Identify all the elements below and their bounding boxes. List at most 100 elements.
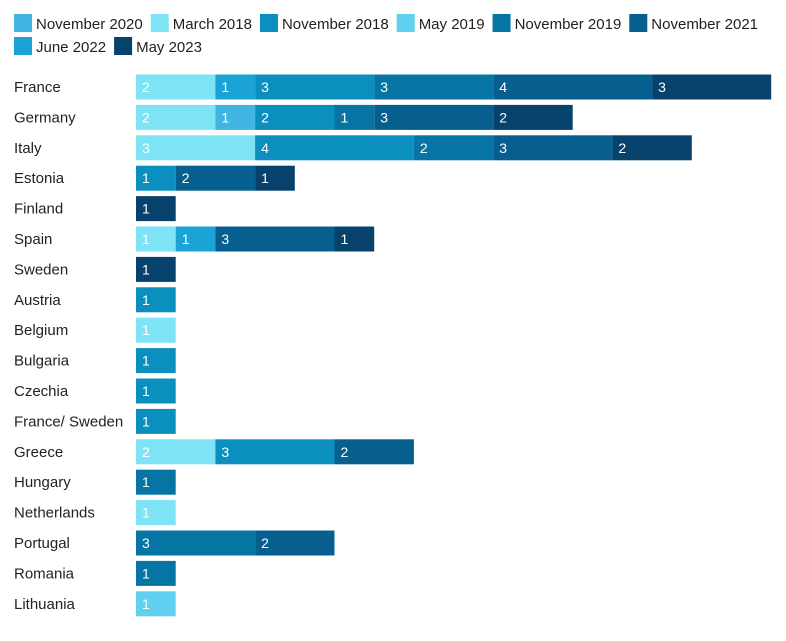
legend-swatch-march-2018 [150,14,169,32]
bar-germany-november-2018 [255,104,335,130]
category-axis: France Germany Italy Estonia Finland Spain Swe… [14,79,123,613]
legend-swatch-may-2023 [114,37,133,55]
category-label-netherlands: Netherlands [14,505,95,522]
bar-bulgaria-november-2018 [136,348,176,374]
category-label-france: France [14,79,61,96]
bar-value-portugal-november-2019: 3 [142,535,150,551]
legend-label-march-2018: March 2018 [173,16,252,33]
bar-value-romania-november-2019: 1 [142,565,150,581]
bar-germany-november-2019 [334,104,375,130]
bar-value-italy-may-2023: 2 [618,140,626,156]
bar-finland-may-2023 [136,196,176,222]
category-label-czechia: Czechia [14,383,69,400]
bar-france-november-2021 [493,74,653,100]
bar-italy-march-2018 [136,135,256,161]
bar-value-spain-june-2022: 1 [182,231,190,247]
category-label-germany: Germany [14,109,76,126]
category-label-bulgaria: Bulgaria [14,353,70,370]
bar-value-portugal-november-2021: 2 [261,535,269,551]
bar-france-november-2019 [374,74,494,100]
legend-label-june-2022: June 2022 [36,39,106,56]
bar-value-france-november-2019: 3 [380,79,388,95]
bar-value-hungary-november-2019: 1 [142,474,150,490]
bar-value-italy-november-2018: 4 [261,140,269,156]
bar-france-may-2023 [652,74,772,100]
bar-france-march-2018 [136,74,216,100]
bar-austria-november-2018 [136,287,176,313]
bar-value-belgium-march-2018: 1 [142,322,150,338]
bar-czechia-november-2018 [136,378,176,404]
bar-estonia-may-2023 [255,165,295,191]
legend-swatch-november-2021 [629,14,648,32]
bar-france-june-2022 [215,74,256,100]
bar-sweden-may-2023 [136,256,176,282]
bar-value-italy-november-2021: 3 [499,140,507,156]
category-label-spain: Spain [14,231,52,248]
bar-greece-march-2018 [136,439,216,465]
legend-label-november-2019: November 2019 [515,16,622,33]
legend-label-may-2019: May 2019 [419,16,485,33]
bar-value-germany-march-2018: 2 [142,109,150,125]
bar-value-spain-may-2023: 1 [341,231,349,247]
plot-area: 2 1 3 3 4 3 2 1 2 1 3 2 3 4 2 3 2 1 2 1 1 1 1 3 1 1 1 1 1 1 1 2 3 2 1 1 3 2 1 1 [136,74,772,617]
bar-value-germany-november-2018: 2 [261,109,269,125]
legend-swatch-november-2019 [492,14,511,32]
bar-spain-november-2021 [215,226,335,252]
bar-italy-november-2018 [255,135,414,161]
bar-greece-november-2021 [334,439,414,465]
bar-hungary-november-2019 [136,469,176,495]
bar-germany-november-2021 [374,104,494,130]
bar-value-france-may-2023: 3 [658,79,666,95]
bar-value-france-sweden-november-2018: 1 [142,413,150,429]
category-label-france-sweden: France/ Sweden [14,413,123,430]
bar-estonia-november-2021 [175,165,256,191]
bar-value-estonia-may-2023: 1 [261,170,269,186]
bar-value-czechia-november-2018: 1 [142,383,150,399]
bar-value-estonia-november-2021: 2 [182,170,190,186]
bar-value-bulgaria-november-2018: 1 [142,353,150,369]
category-label-austria: Austria [14,292,61,309]
bar-value-italy-november-2019: 2 [420,140,428,156]
category-label-greece: Greece [14,444,63,461]
bar-value-germany-november-2020: 1 [221,109,229,125]
bar-value-sweden-may-2023: 1 [142,261,150,277]
category-label-italy: Italy [14,140,42,157]
bar-germany-may-2023 [493,104,573,130]
bar-estonia-november-2018 [136,165,176,191]
bar-value-austria-november-2018: 1 [142,292,150,308]
bar-value-finland-may-2023: 1 [142,201,150,217]
bar-portugal-november-2019 [136,530,256,556]
bar-value-netherlands-march-2018: 1 [142,505,150,521]
bar-spain-march-2018 [136,226,176,252]
bar-germany-november-2020 [215,104,256,130]
bar-value-france-november-2021: 4 [499,79,507,95]
category-label-finland: Finland [14,201,63,218]
legend-label-may-2023: May 2023 [136,39,202,56]
bar-france-november-2018 [255,74,375,100]
legend-swatch-may-2019 [396,14,415,32]
category-label-belgium: Belgium [14,322,68,339]
legend-label-november-2020: November 2020 [36,16,143,33]
bar-italy-november-2019 [413,135,494,161]
legend-swatch-november-2020 [14,14,32,32]
bar-italy-may-2023 [612,135,692,161]
bar-value-italy-march-2018: 3 [142,140,150,156]
bar-belgium-march-2018 [136,317,176,343]
bar-value-germany-november-2019: 1 [341,109,349,125]
category-label-portugal: Portugal [14,535,70,552]
bar-italy-november-2021 [493,135,613,161]
category-label-hungary: Hungary [14,474,71,491]
bar-france-sweden-november-2018 [136,408,176,434]
bar-netherlands-march-2018 [136,500,176,526]
category-label-lithuania: Lithuania [14,596,76,613]
bar-value-greece-november-2021: 2 [341,444,349,460]
legend-label-november-2021: November 2021 [651,16,758,33]
category-label-estonia: Estonia [14,170,65,187]
bar-value-spain-november-2021: 3 [221,231,229,247]
bar-spain-may-2023 [334,226,375,252]
bar-value-france-march-2018: 2 [142,79,150,95]
bar-romania-november-2019 [136,560,176,586]
bar-value-germany-may-2023: 2 [499,109,507,125]
bar-value-germany-november-2021: 3 [380,109,388,125]
